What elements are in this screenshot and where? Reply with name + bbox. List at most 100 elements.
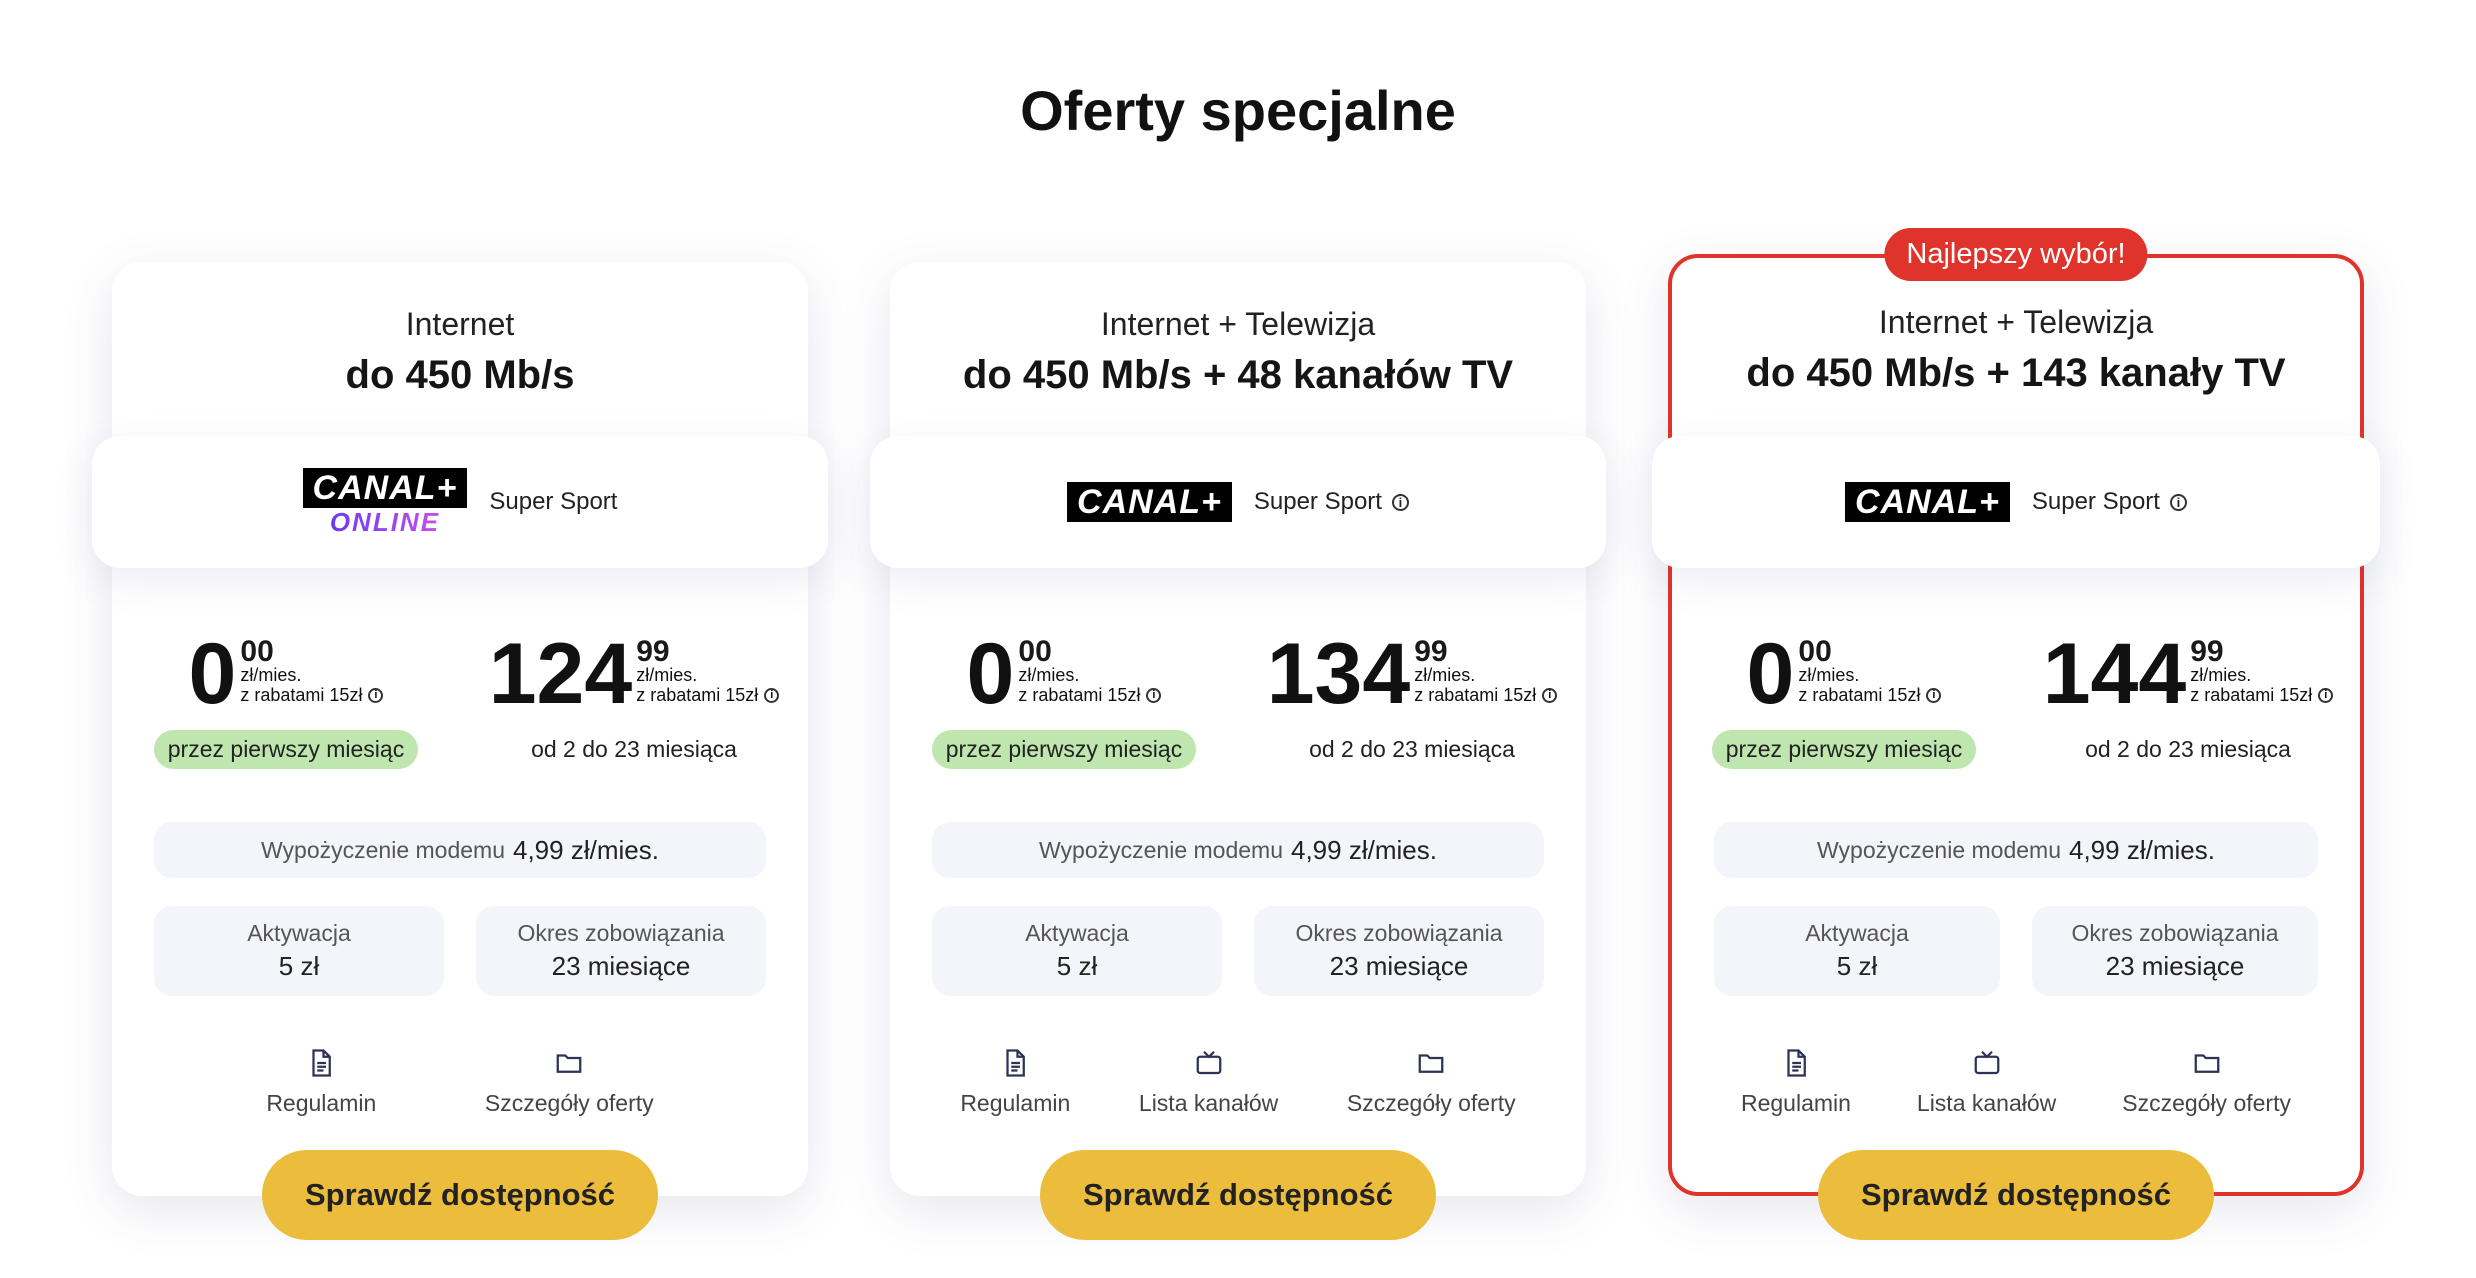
commitment-box: Okres zobowiązania 23 miesiące: [476, 906, 766, 996]
price-period: od 2 do 23 miesiąca: [1309, 736, 1515, 762]
best-choice-badge: Najlepszy wybór!: [1884, 228, 2148, 281]
terms-link-label: Regulamin: [960, 1090, 1071, 1116]
terms-link-label: Regulamin: [1740, 1090, 1851, 1116]
canal-plus-logo-text: CANAL+: [1845, 482, 2010, 522]
terms-link[interactable]: Regulamin: [960, 1048, 1070, 1117]
offer-links: Regulamin Lista kanałów Szczegóły oferty: [1672, 1048, 2360, 1117]
channel-label: Super Sport i: [2032, 488, 2187, 516]
prices: 0 00 zł/mies. z rabatami 15zł i przez pie…: [890, 626, 1586, 769]
channels-link[interactable]: Lista kanałów: [1139, 1048, 1278, 1117]
info-icon[interactable]: i: [1926, 687, 1942, 703]
price-unit: zł/mies.: [1414, 665, 1476, 685]
channel-strip: CANAL+ Super Sport i: [870, 436, 1606, 568]
info-icon[interactable]: i: [368, 687, 384, 703]
prices: 0 00 zł/mies. z rabatami 15zł i przez pie…: [1672, 626, 2360, 769]
check-availability-button[interactable]: Sprawdź dostępność: [1818, 1150, 2214, 1240]
activation-value: 5 zł: [278, 951, 320, 981]
details-link[interactable]: Szczegóły oferty: [485, 1048, 654, 1117]
price-discount: z rabatami 15zł: [1018, 685, 1141, 705]
check-availability-button[interactable]: Sprawdź dostępność: [1040, 1150, 1436, 1240]
price-period: od 2 do 23 miesiąca: [531, 736, 737, 762]
price-period: od 2 do 23 miesiąca: [2085, 736, 2291, 762]
info-icon[interactable]: i: [2318, 687, 2334, 703]
offer-subtitle: Internet + Telewizja: [1878, 304, 2154, 340]
offer-name: do 450 Mb/s: [345, 353, 575, 397]
price-discount: z rabatami 15zł: [1414, 685, 1537, 705]
folder-icon: [554, 1048, 584, 1078]
price-unit: zł/mies.: [1018, 665, 1080, 685]
price-decimals: 99: [636, 635, 670, 668]
info-icon[interactable]: i: [2169, 493, 2187, 511]
online-logo-text: ONLINE: [329, 507, 441, 537]
channel-label-text: Super Sport: [489, 488, 618, 515]
details-link-label: Szczegóły oferty: [1346, 1090, 1516, 1116]
price-discount: z rabatami 15zł: [1798, 685, 1921, 705]
modem-rental: Wypożyczenie modemu 4,99 zł/mies.: [932, 822, 1544, 878]
offer-header: Internet + Telewizja do 450 Mb/s + 48 ka…: [890, 306, 1586, 398]
canal-plus-logo: CANAL+: [1067, 482, 1232, 522]
activation-value: 5 zł: [1836, 951, 1878, 981]
document-icon: [1000, 1048, 1030, 1078]
commitment-label: Okres zobowiązania: [2071, 920, 2279, 946]
commitment-label: Okres zobowiązania: [517, 920, 725, 946]
modem-label: Wypożyczenie modemu: [1817, 836, 2061, 863]
activation-value: 5 zł: [1056, 951, 1098, 981]
offer-links: Regulamin Szczegóły oferty: [112, 1048, 808, 1117]
price-discount: z rabatami 15zł: [636, 685, 759, 705]
details-link-label: Szczegóły oferty: [2122, 1090, 2291, 1116]
first-month-badge: przez pierwszy miesiąc: [931, 730, 1197, 769]
channel-label-text: Super Sport: [1253, 488, 1382, 515]
activation-box: Aktywacja 5 zł: [1714, 906, 2000, 996]
prices: 0 00 zł/mies. z rabatami 15zł i przez pie…: [112, 626, 808, 769]
price-decimals: 00: [1798, 635, 1832, 668]
info-icon[interactable]: i: [1391, 493, 1409, 511]
price-later-months: 144 99 zł/mies. z rabatami 15zł i od 2 do…: [2016, 626, 2360, 769]
price-integer: 144: [2042, 626, 2187, 722]
commitment-box: Okres zobowiązania 23 miesiące: [2032, 906, 2318, 996]
canal-plus-logo: CANAL+: [1845, 482, 2010, 522]
price-integer: 0: [188, 626, 237, 722]
channels-link[interactable]: Lista kanałów: [1917, 1048, 2056, 1117]
fee-boxes: Aktywacja 5 zł Okres zobowiązania 23 mie…: [1714, 906, 2318, 996]
offer-header: Internet do 450 Mb/s: [112, 306, 808, 398]
channel-strip: CANAL+ ONLINE Super Sport: [92, 436, 828, 568]
price-integer: 0: [1746, 626, 1795, 722]
offer-subtitle: Internet: [405, 306, 515, 342]
price-unit: zł/mies.: [636, 665, 698, 685]
canal-plus-logo-text: CANAL+: [1067, 482, 1232, 522]
price-decimals: 99: [2190, 635, 2224, 668]
offer-name: do 450 Mb/s + 143 kanały TV: [1746, 351, 2286, 395]
price-later-months: 134 99 zł/mies. z rabatami 15zł i od 2 do…: [1238, 626, 1586, 769]
info-icon[interactable]: i: [764, 687, 780, 703]
offer-header: Internet + Telewizja do 450 Mb/s + 143 k…: [1672, 304, 2360, 396]
price-integer: 134: [1266, 626, 1411, 722]
folder-icon: [2192, 1048, 2222, 1078]
channel-strip: CANAL+ Super Sport i: [1652, 436, 2380, 568]
commitment-value: 23 miesiące: [551, 951, 691, 981]
price-decimals: 00: [240, 635, 274, 668]
terms-link[interactable]: Regulamin: [266, 1048, 376, 1117]
price-first-month: 0 00 zł/mies. z rabatami 15zł i przez pie…: [890, 631, 1238, 769]
price-integer: 124: [488, 626, 633, 722]
channels-link-label: Lista kanałów: [1916, 1090, 2057, 1116]
first-month-badge: przez pierwszy miesiąc: [153, 730, 419, 769]
fee-boxes: Aktywacja 5 zł Okres zobowiązania 23 mie…: [154, 906, 766, 996]
modem-value: 4,99 zł/mies.: [1291, 834, 1437, 865]
offer-card-internet-tv-48: Internet + Telewizja do 450 Mb/s + 48 ka…: [870, 262, 1606, 1240]
terms-link[interactable]: Regulamin: [1741, 1048, 1851, 1117]
price-discount: z rabatami 15zł: [240, 685, 363, 705]
details-link-label: Szczegóły oferty: [484, 1090, 654, 1116]
activation-label: Aktywacja: [247, 920, 351, 946]
check-availability-button[interactable]: Sprawdź dostępność: [262, 1150, 658, 1240]
price-first-month: 0 00 zł/mies. z rabatami 15zł i przez pie…: [112, 626, 460, 769]
details-link[interactable]: Szczegóły oferty: [2122, 1048, 2291, 1117]
channel-label-text: Super Sport: [2031, 488, 2160, 515]
tv-icon: [1194, 1048, 1224, 1078]
info-icon[interactable]: i: [1146, 687, 1162, 703]
document-icon: [1781, 1048, 1811, 1078]
info-icon[interactable]: i: [1542, 687, 1558, 703]
activation-label: Aktywacja: [1025, 920, 1129, 946]
activation-box: Aktywacja 5 zł: [932, 906, 1222, 996]
details-link[interactable]: Szczegóły oferty: [1347, 1048, 1516, 1117]
price-decimals: 99: [1414, 635, 1448, 668]
